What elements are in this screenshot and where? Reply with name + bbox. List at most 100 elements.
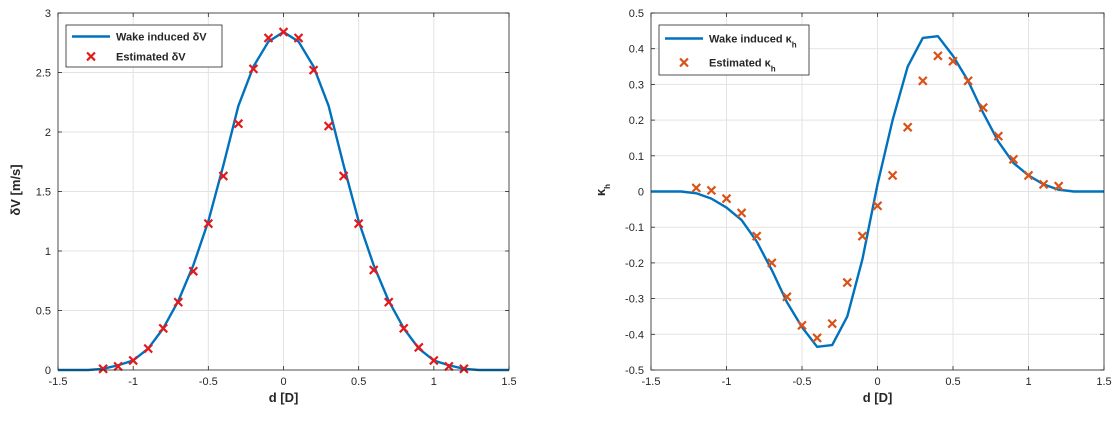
data-point: [933, 51, 943, 61]
data-point: [721, 193, 732, 204]
data-point: [1053, 181, 1064, 191]
y-axis-label: κh: [593, 184, 612, 196]
y-axis-label: δV [m/s]: [8, 164, 23, 215]
data-point: [736, 208, 747, 218]
y-tick-label: 0: [45, 365, 51, 377]
axes-box: [57, 12, 510, 371]
x-tick-label: -1: [128, 376, 138, 388]
legend-box: [658, 24, 810, 76]
data-point: [113, 361, 123, 372]
data-point: [872, 201, 883, 211]
y-tick-label: 2.5: [36, 68, 51, 80]
data-point: [993, 131, 1004, 141]
x-tick-label: 1: [431, 376, 437, 388]
axes-box: [650, 12, 1105, 371]
data-point: [978, 102, 988, 113]
data-point: [128, 355, 138, 366]
y-tick-label: 0.3: [629, 79, 644, 91]
data-point: [248, 64, 259, 74]
data-point: [751, 231, 762, 241]
series-markers: [691, 51, 1064, 343]
data-point: [278, 27, 289, 37]
data-point: [414, 342, 424, 353]
data-point: [399, 323, 409, 334]
data-point: [459, 364, 469, 374]
x-tick-label: 0.5: [351, 376, 366, 388]
data-point: [948, 56, 958, 66]
data-point: [827, 318, 837, 329]
y-tick-label: -0.2: [625, 258, 644, 270]
x-tick-label: -0.5: [199, 376, 218, 388]
legend-label: Estimated δV: [116, 52, 186, 64]
x-tick-label: 0: [280, 376, 286, 388]
y-tick-label: 0.1: [629, 151, 644, 163]
y-tick-label: 1.5: [36, 187, 51, 199]
data-point: [706, 185, 717, 196]
y-tick-label: 3: [45, 8, 51, 20]
legend-marker-swatch: [679, 57, 689, 68]
data-point: [963, 76, 973, 86]
data-point: [782, 292, 792, 302]
data-point: [857, 231, 868, 241]
data-point: [1038, 179, 1049, 190]
data-point: [98, 364, 108, 374]
data-point: [797, 320, 807, 331]
data-point: [383, 297, 394, 307]
data-point: [429, 355, 439, 366]
legend: Wake induced δV Estimated δV: [65, 24, 223, 68]
y-tick-label: 0.5: [629, 8, 644, 20]
data-point: [323, 121, 334, 131]
chart-2: -1.5 -1 -0.5 0 0.5 1 1.5 -0.5 -0.4 -0.3 -0.2 -0.1 0 0…: [593, 8, 1112, 405]
data-point: [812, 333, 822, 343]
y-tick-label: -0.4: [625, 329, 644, 341]
x-tick-label: 0: [874, 376, 880, 388]
data-point: [218, 171, 229, 181]
data-point: [173, 297, 184, 307]
y-tick-label: 0.2: [629, 115, 644, 127]
data-point: [143, 343, 153, 354]
x-tick-label: -1.5: [49, 376, 68, 388]
data-point: [233, 118, 244, 129]
y-tick-label: 1: [45, 246, 51, 258]
legend-label: Estimated κh: [709, 58, 776, 74]
x-tick-label: 1.5: [501, 376, 516, 388]
x-tick-label: 1: [1025, 376, 1031, 388]
x-tick-label: 0.5: [945, 376, 960, 388]
x-axis-label: d [D]: [863, 390, 893, 405]
data-point: [902, 122, 913, 132]
data-point: [1008, 154, 1019, 165]
x-axis-label: d [D]: [269, 390, 299, 405]
data-point: [293, 33, 304, 43]
chart-1: -1.5 -1 -0.5 0 0.5 1 1.5 0 0.5 1 1.5 2 2.5 3 d [D] δV […: [8, 8, 517, 405]
data-point: [353, 218, 364, 229]
data-point: [203, 218, 214, 229]
legend: Wake induced κh Estimated κh: [658, 24, 810, 76]
y-tick-label: -0.1: [625, 222, 644, 234]
x-tick-label: 1.5: [1096, 376, 1111, 388]
data-point: [263, 33, 274, 43]
data-point: [691, 183, 702, 193]
x-tick-label: -0.5: [793, 376, 812, 388]
data-point: [842, 277, 853, 288]
legend-marker-swatch: [86, 51, 96, 62]
data-point: [308, 65, 319, 75]
data-point: [444, 361, 454, 372]
x-tick-label: -1: [722, 376, 732, 388]
x-tick-label: -1.5: [642, 376, 661, 388]
data-point: [338, 171, 349, 181]
y-tick-label: 2: [45, 127, 51, 139]
legend-label: Wake induced δV: [116, 32, 207, 44]
series-markers: [98, 27, 469, 374]
data-point: [918, 76, 928, 86]
data-point: [368, 265, 379, 275]
y-tick-label: -0.3: [625, 294, 644, 306]
legend-box: [65, 24, 223, 68]
legend-label: Wake induced κh: [709, 34, 797, 50]
y-tick-label: -0.5: [625, 365, 644, 377]
data-point: [887, 170, 898, 181]
data-point: [767, 258, 777, 268]
y-tick-label: 0.4: [629, 44, 644, 56]
data-point: [158, 323, 168, 334]
